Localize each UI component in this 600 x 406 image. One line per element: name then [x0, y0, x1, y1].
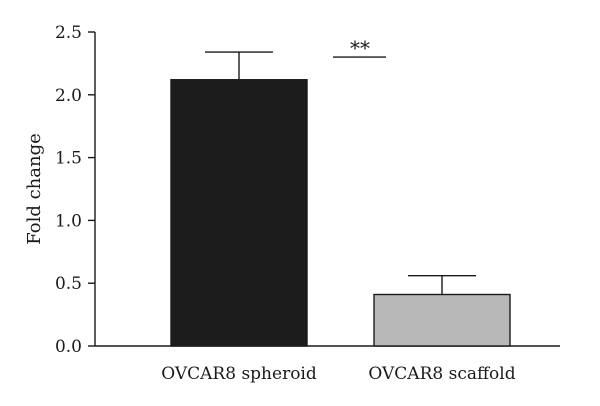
y-axis-ticks: 0.0 0.5 1.0 1.5 2.0 2.5: [55, 23, 95, 357]
category-label: OVCAR8 spheroid: [161, 364, 317, 384]
y-tick-label: 1.5: [55, 149, 82, 169]
category-labels: OVCAR8 spheroid OVCAR8 scaffold: [161, 364, 515, 384]
significance-marker: **: [350, 36, 370, 60]
y-tick-label: 0.5: [55, 274, 82, 294]
error-bars-group: [205, 51, 476, 295]
category-label: OVCAR8 scaffold: [368, 364, 515, 384]
y-axis-title: Fold change: [24, 133, 45, 245]
y-tick-label: 0.0: [55, 337, 82, 357]
bars-group: [170, 79, 511, 347]
bar-spheroid: [170, 79, 308, 347]
bar-scaffold: [373, 293, 511, 347]
y-tick-label: 1.0: [55, 211, 82, 231]
y-tick-label: 2.5: [55, 23, 82, 43]
y-tick-label: 2.0: [55, 86, 82, 106]
